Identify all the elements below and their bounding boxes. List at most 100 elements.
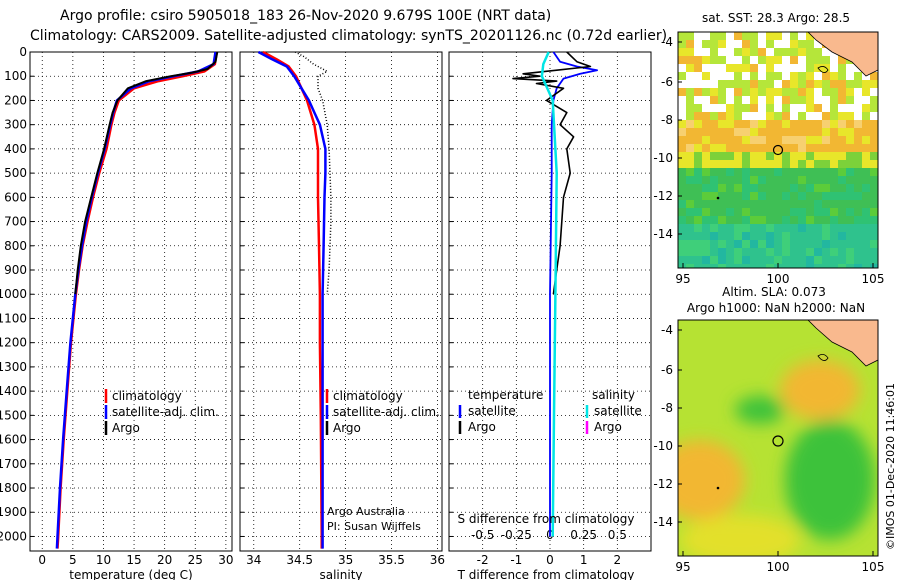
- sst-cell: [766, 56, 774, 64]
- sst-cell: [806, 32, 814, 40]
- sst-cell: [718, 160, 726, 168]
- sst-cell: [854, 208, 862, 216]
- sst-cell: [766, 48, 774, 56]
- legend-label-satellite-adj: satellite-adj. clim.: [333, 405, 440, 419]
- sst-cell: [814, 72, 822, 80]
- sst-map-land: [807, 32, 878, 77]
- sst-cell: [862, 240, 870, 248]
- sst-cell: [782, 128, 790, 136]
- sst-cell: [774, 208, 782, 216]
- sst-cell: [790, 144, 798, 152]
- sst-cell: [806, 48, 814, 56]
- sst-cell: [750, 136, 758, 144]
- sst-cell: [862, 104, 870, 112]
- annotation-argo-australia: Argo Australia: [327, 505, 405, 518]
- sst-cell: [854, 160, 862, 168]
- sst-cell: [782, 96, 790, 104]
- sst-cell: [798, 176, 806, 184]
- sst-cell: [774, 104, 782, 112]
- sst-marker: [716, 196, 720, 200]
- sst-cell: [854, 80, 862, 88]
- sst-cell: [726, 200, 734, 208]
- sst-cell: [862, 128, 870, 136]
- sst-cell: [790, 88, 798, 96]
- sst-cell: [702, 232, 710, 240]
- legend-label-s-argo: Argo: [594, 420, 622, 434]
- title-line-2: Climatology: CARS2009. Satellite-adjuste…: [30, 28, 667, 44]
- sst-cell: [806, 88, 814, 96]
- sst-cell: [838, 96, 846, 104]
- sla-map-title-1: Altim. SLA: 0.073: [722, 285, 826, 299]
- sst-cell: [830, 208, 838, 216]
- sst-cell: [710, 128, 718, 136]
- sst-cell: [734, 184, 742, 192]
- sst-cell: [758, 128, 766, 136]
- sst-cell: [846, 232, 854, 240]
- sst-cell: [726, 72, 734, 80]
- sst-cell: [758, 200, 766, 208]
- sst-cell: [854, 128, 862, 136]
- sst-cell: [734, 96, 742, 104]
- sst-cell: [862, 200, 870, 208]
- sst-cell: [790, 216, 798, 224]
- sst-cell: [694, 56, 702, 64]
- sst-cell: [790, 240, 798, 248]
- sst-cell: [678, 144, 686, 152]
- series-climatology: [56, 51, 218, 549]
- sst-cell: [678, 216, 686, 224]
- sst-cell: [734, 80, 742, 88]
- sst-cell: [822, 72, 830, 80]
- sst-cell: [870, 208, 878, 216]
- sst-cell: [862, 80, 870, 88]
- sst-cell: [846, 248, 854, 256]
- sst-cell: [838, 240, 846, 248]
- sst-cell: [822, 184, 830, 192]
- sst-cell: [758, 256, 766, 264]
- sst-cell: [718, 192, 726, 200]
- sst-cell: [718, 40, 726, 48]
- sst-cell: [710, 240, 718, 248]
- sst-cell: [806, 128, 814, 136]
- sst-cell: [758, 224, 766, 232]
- sst-cell: [710, 56, 718, 64]
- sst-cell: [822, 112, 830, 120]
- sst-cell: [718, 112, 726, 120]
- sst-cell: [678, 40, 686, 48]
- sst-cell: [678, 184, 686, 192]
- sst-cell: [726, 88, 734, 96]
- sst-cell: [750, 240, 758, 248]
- sst-cell: [758, 40, 766, 48]
- sst-cell: [830, 184, 838, 192]
- temperature-axis-label: temperature (deg C): [69, 568, 192, 580]
- sst-cell: [718, 80, 726, 88]
- sst-cell: [838, 72, 846, 80]
- sst-cell: [694, 88, 702, 96]
- sst-cell: [694, 176, 702, 184]
- sst-cell: [686, 264, 694, 268]
- sst-cell: [774, 48, 782, 56]
- sst-cell: [838, 152, 846, 160]
- series-argo: [74, 51, 219, 295]
- sst-cell: [838, 192, 846, 200]
- sst-cell: [782, 232, 790, 240]
- sst-cell: [790, 232, 798, 240]
- sst-cell: [702, 88, 710, 96]
- sst-cell: [742, 208, 750, 216]
- sst-map-cells: [678, 32, 878, 268]
- sst-cell: [694, 136, 702, 144]
- sst-cell: [734, 32, 742, 40]
- sst-cell: [758, 120, 766, 128]
- sst-cell: [686, 248, 694, 256]
- sst-cell: [822, 144, 830, 152]
- sst-cell: [766, 64, 774, 72]
- sst-cell: [734, 40, 742, 48]
- sst-cell: [710, 104, 718, 112]
- sst-cell: [694, 96, 702, 104]
- sst-cell: [694, 256, 702, 264]
- sst-cell: [806, 224, 814, 232]
- sst-cell: [758, 168, 766, 176]
- sst-cell: [798, 48, 806, 56]
- sst-cell: [806, 200, 814, 208]
- sst-cell: [806, 40, 814, 48]
- sst-map-coastline: [817, 66, 829, 73]
